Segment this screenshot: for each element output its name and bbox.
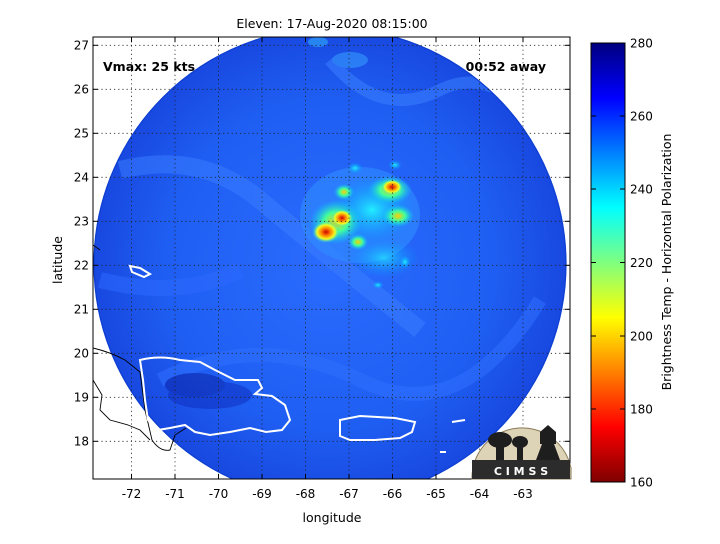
y-tick-label: 25 [74, 127, 89, 141]
y-tick-label: 26 [74, 83, 89, 97]
x-tick-label: -65 [426, 487, 446, 501]
plot-frame [92, 36, 571, 480]
y-tick-label: 20 [74, 347, 89, 361]
vmax-annotation: Vmax: 25 kts [103, 59, 195, 74]
x-axis-label: longitude [303, 510, 362, 525]
coastline-outside-swath [93, 244, 187, 451]
y-tick-label: 27 [74, 39, 89, 53]
colorbar-tick-label: 160 [630, 476, 653, 490]
coastlines [128, 264, 466, 453]
puerto-rico-coast [339, 414, 417, 441]
plot-title: Eleven: 17-Aug-2020 08:15:00 [236, 16, 427, 31]
colorbar-tick-label: 200 [630, 330, 653, 344]
x-tick-label: -67 [339, 487, 359, 501]
y-tick-label: 21 [74, 303, 89, 317]
logo-text: C I M S S [494, 465, 548, 478]
x-tick-label: -64 [470, 487, 490, 501]
colorbar-tick-label: 260 [630, 110, 653, 124]
x-tick-label: -70 [209, 487, 229, 501]
turks-caicos [128, 264, 153, 279]
y-axis-label: latitude [50, 236, 65, 284]
colorbar-label: Brightness Temp - Horizontal Polarizatio… [659, 134, 674, 391]
colorbar-gradient [590, 42, 626, 483]
x-tick-label: -72 [122, 487, 142, 501]
colorbar: 280 260 240 220 200 180 160 Brightness T… [590, 37, 674, 490]
colorbar-tick-label: 280 [630, 37, 653, 51]
time-away-annotation: 00:52 away [466, 59, 546, 74]
swath-edge [93, 37, 567, 479]
colorbar-tick-label: 220 [630, 256, 653, 270]
colorbar-tick-label: 240 [630, 183, 653, 197]
cimss-logo: C I M S S [471, 425, 572, 480]
y-tick-label: 23 [74, 215, 89, 229]
x-axis: -72 -71 -70 -69 -68 -67 -66 -65 -64 -63 … [122, 37, 533, 525]
y-tick-label: 18 [74, 435, 89, 449]
y-tick-label: 19 [74, 391, 89, 405]
convection-cluster [300, 160, 420, 289]
x-tick-label: -66 [383, 487, 403, 501]
y-tick-label: 22 [74, 259, 89, 273]
x-tick-label: -69 [252, 487, 272, 501]
colorbar-tick-label: 180 [630, 403, 653, 417]
y-axis: 27 26 25 24 23 22 21 20 19 18 latitude [50, 39, 570, 449]
x-tick-label: -71 [165, 487, 185, 501]
hispaniola-coast [138, 356, 292, 437]
x-tick-label: -68 [296, 487, 316, 501]
x-tick-label: -63 [513, 487, 533, 501]
y-tick-label: 24 [74, 171, 89, 185]
